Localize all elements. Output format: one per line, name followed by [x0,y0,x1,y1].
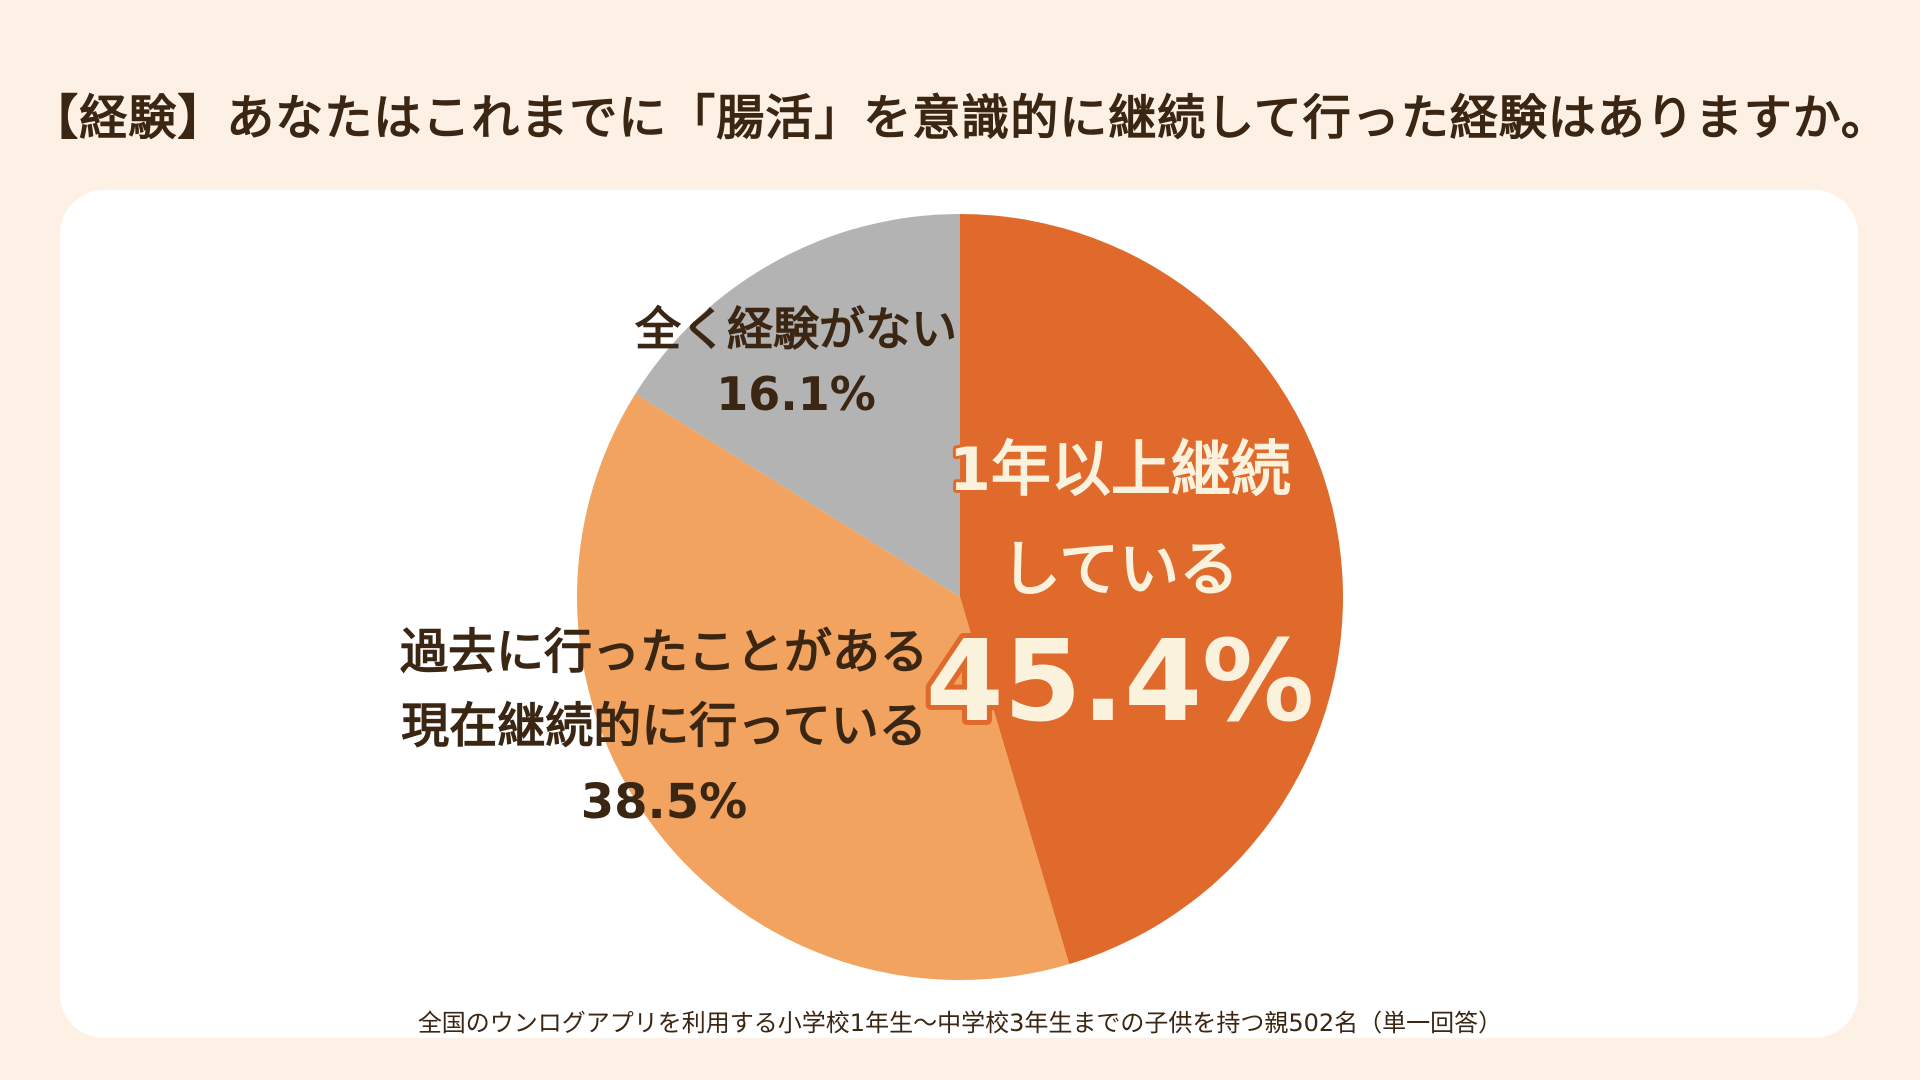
slice-label-0-line-1: している [1001,535,1239,605]
pie-slice-2 [635,214,960,597]
slice-label-2-line-0: 全く経験がない [634,302,957,356]
slice-value-label-2: 16.1% [716,367,876,421]
pie-slices [577,214,1343,981]
chart-title: 【経験】あなたはこれまでに「腸活」を意識的に継続して行った経験はありますか。 [30,90,1890,146]
slice-value-label-1: 38.5% [581,774,748,830]
slice-label-1-line-0: 過去に行ったことがある [400,624,928,680]
pie-slice-1 [577,393,1070,981]
pie-slice-0 [960,214,1343,965]
slice-value-label-0: 45.4% [926,617,1315,747]
slice-label-1-line-1: 現在継続的に行っている [401,698,927,754]
slice-label-0-line-0: 1年以上継続 [949,435,1291,505]
chart-footnote: 全国のウンログアプリを利用する小学校1年生〜中学校3年生までの子供を持つ親502… [417,1009,1503,1037]
